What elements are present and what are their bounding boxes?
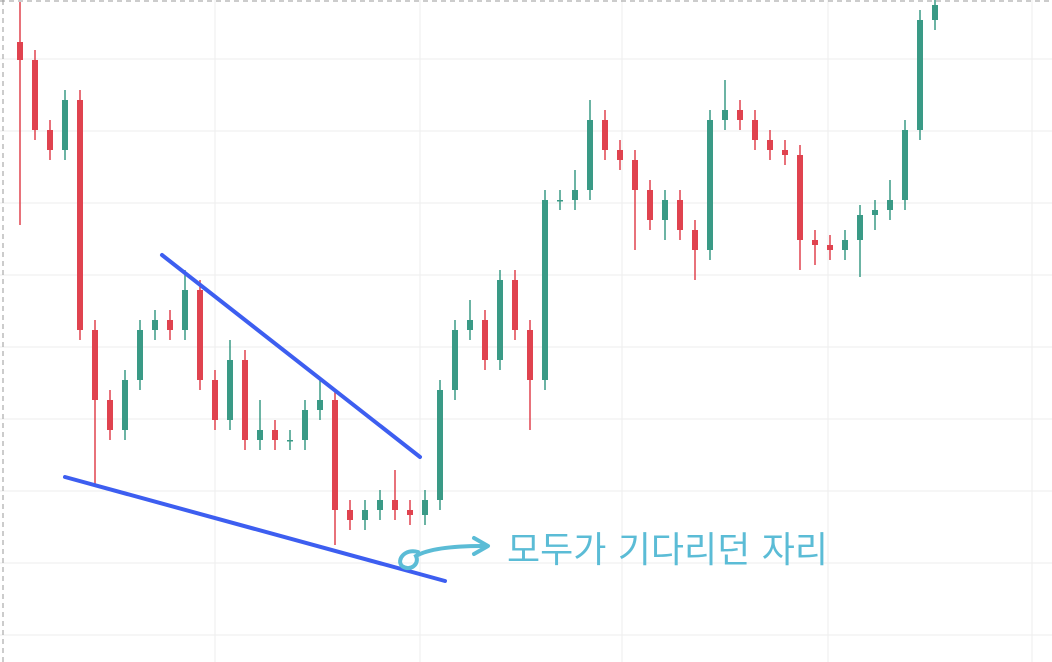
candle-body bbox=[302, 410, 308, 440]
candle-body bbox=[692, 230, 698, 250]
candle-body bbox=[347, 510, 353, 520]
candle-body bbox=[407, 510, 413, 515]
candle-body bbox=[467, 320, 473, 330]
candle-body bbox=[32, 60, 38, 130]
candle-body bbox=[497, 280, 503, 360]
arrow bbox=[398, 544, 484, 571]
candle-body bbox=[242, 360, 248, 440]
candle-body bbox=[737, 110, 743, 120]
candles bbox=[17, 0, 938, 545]
candle-body bbox=[227, 360, 233, 420]
candle-body bbox=[632, 160, 638, 190]
candle-body bbox=[137, 330, 143, 380]
candle-body bbox=[452, 330, 458, 390]
candle-body bbox=[92, 330, 98, 400]
candle-body bbox=[422, 500, 428, 515]
candle-body bbox=[827, 245, 833, 250]
candle-body bbox=[932, 5, 938, 20]
candle-body bbox=[47, 130, 53, 150]
candle-body bbox=[482, 320, 488, 360]
candle-body bbox=[797, 155, 803, 240]
candle-body bbox=[572, 190, 578, 200]
candle-body bbox=[182, 290, 188, 330]
candle-body bbox=[872, 210, 878, 215]
candle-body bbox=[842, 240, 848, 250]
candle-body bbox=[917, 20, 923, 130]
candle-body bbox=[392, 500, 398, 510]
candle-body bbox=[257, 430, 263, 440]
candle-body bbox=[542, 200, 548, 380]
candle-body bbox=[107, 400, 113, 430]
candle-body bbox=[167, 320, 173, 330]
trend-line bbox=[63, 475, 447, 583]
candle-body bbox=[752, 120, 758, 140]
annotation: 모두가 기다리던 자리 bbox=[507, 530, 828, 571]
candle-body bbox=[62, 100, 68, 150]
candle-body bbox=[887, 200, 893, 210]
candle-body bbox=[677, 200, 683, 230]
candle-body bbox=[152, 320, 158, 330]
candle-body bbox=[512, 280, 518, 330]
candle-body bbox=[767, 140, 773, 150]
candle-body bbox=[287, 440, 293, 442]
candle-body bbox=[722, 110, 728, 120]
candle-body bbox=[437, 390, 443, 500]
candle-body bbox=[662, 200, 668, 220]
candle-body bbox=[587, 120, 593, 190]
candle-body bbox=[197, 290, 203, 380]
arrow-head bbox=[472, 536, 490, 556]
candle-body bbox=[647, 190, 653, 220]
candle-body bbox=[617, 150, 623, 160]
candle-body bbox=[212, 380, 218, 420]
candle-body bbox=[377, 500, 383, 510]
candle-body bbox=[362, 510, 368, 520]
candle-body bbox=[857, 215, 863, 240]
candle-body bbox=[602, 120, 608, 150]
candle-body bbox=[557, 200, 563, 202]
candle-body bbox=[707, 120, 713, 250]
candle-body bbox=[77, 100, 83, 330]
trend-line bbox=[160, 253, 422, 459]
candle-body bbox=[902, 130, 908, 200]
candle-body bbox=[122, 380, 128, 430]
candle-body bbox=[272, 430, 278, 440]
candle-body bbox=[332, 400, 338, 510]
candle-body bbox=[17, 42, 23, 60]
candle-body bbox=[527, 330, 533, 380]
candle-body bbox=[317, 400, 323, 410]
candle-body bbox=[782, 150, 788, 155]
candle-body bbox=[812, 240, 818, 245]
